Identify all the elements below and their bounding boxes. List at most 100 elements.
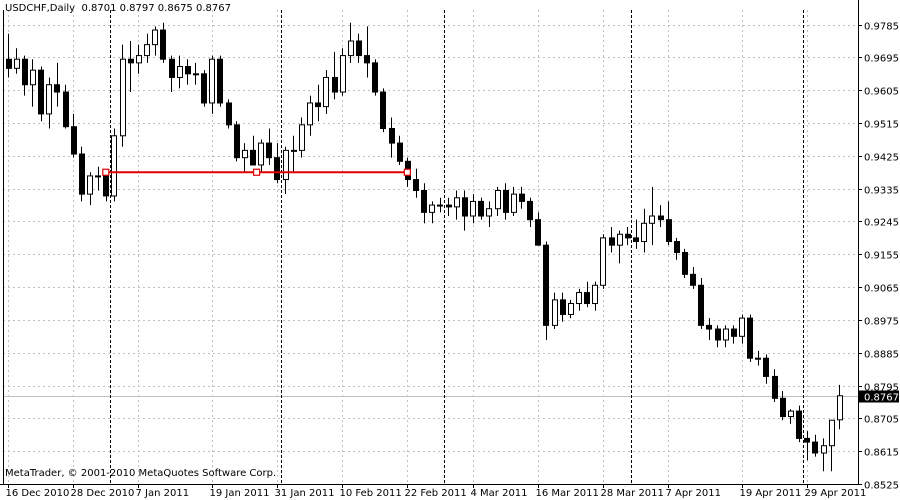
candle <box>258 139 264 173</box>
candle <box>584 281 590 308</box>
candle <box>592 281 598 311</box>
price-tick-label: 0.8975 <box>864 317 899 328</box>
candle-body-bull <box>323 76 329 108</box>
candle <box>315 84 321 122</box>
candle-body-bear <box>763 357 769 377</box>
trendline-anchor-handle <box>102 168 110 176</box>
candle <box>495 186 501 217</box>
candle <box>372 59 378 96</box>
candle <box>829 419 835 472</box>
candle-body-bull <box>821 445 827 454</box>
candle-body-bull <box>193 73 199 76</box>
candle-body-bull <box>95 175 101 178</box>
candle-body-bear <box>413 179 419 191</box>
candle-body-bear <box>690 273 696 286</box>
candle-body-bear <box>63 91 69 128</box>
candle-body-bear <box>584 292 590 305</box>
candle-body-bear <box>250 149 256 166</box>
copyright-label: MetaTrader, © 2001-2010 MetaQuotes Softw… <box>5 468 277 479</box>
candle-body-bear <box>560 299 566 315</box>
candle-body-bull <box>111 135 117 197</box>
candle <box>14 48 20 74</box>
candle <box>674 237 680 260</box>
price-tick-label: 0.9245 <box>864 218 899 229</box>
candle <box>682 248 688 278</box>
candle <box>413 168 419 198</box>
candle-body-bear <box>698 284 704 326</box>
candle <box>63 84 69 129</box>
candle-body-bull <box>568 303 574 315</box>
candle <box>79 146 85 202</box>
candle-body-bear <box>666 219 672 243</box>
price-tick-label: 0.9515 <box>864 120 899 131</box>
candle-body-bull <box>340 55 346 93</box>
candle-body-bull <box>429 204 435 213</box>
price-tick-label: 0.9695 <box>864 54 899 65</box>
candle-body-bear <box>217 58 223 104</box>
candle <box>169 55 175 93</box>
price-tick-label: 0.9785 <box>864 22 899 33</box>
time-scale[interactable]: 16 Dec 2010 28 Dec 2010 7 Jan 2011 19 Jan 2… <box>6 488 867 499</box>
candle-body-bull <box>600 237 606 286</box>
candle <box>291 135 297 173</box>
candle <box>780 391 786 421</box>
candle-body-bull <box>136 55 142 64</box>
candle <box>54 62 60 107</box>
candle <box>429 201 435 224</box>
candle <box>715 325 721 348</box>
trendline-anchor-handle <box>403 168 411 176</box>
candle-body-bull <box>283 149 289 181</box>
time-tick-label: 28 Dec 2010 <box>71 488 135 499</box>
candle <box>71 113 77 158</box>
time-tick-label: 29 Apr 2011 <box>805 488 867 499</box>
candle <box>478 197 484 220</box>
current-price-box <box>859 390 899 403</box>
time-tick-label: 19 Jan 2011 <box>210 488 270 499</box>
candle-body-bull <box>592 284 598 305</box>
candle <box>266 128 272 165</box>
candle-body-bull <box>46 84 52 115</box>
time-tick-label: 16 Mar 2011 <box>536 488 599 499</box>
candle <box>332 51 338 100</box>
candle-body-bear <box>609 237 615 246</box>
candle <box>755 350 761 366</box>
candle-body-bear <box>658 215 664 221</box>
candle <box>250 135 256 166</box>
candle-body-bear <box>421 189 427 213</box>
candle-body-bear <box>6 58 12 69</box>
candle-body-bull <box>14 58 20 69</box>
candle <box>454 190 460 220</box>
candle <box>690 267 696 289</box>
candle <box>821 438 827 472</box>
current-price-label: 0.8767 <box>864 393 899 404</box>
candle-body-bull <box>649 215 655 224</box>
ohlc-readout: 0.8701 0.8797 0.8675 0.8767 <box>81 3 231 14</box>
candle-body-bull <box>723 328 729 341</box>
candle-body-bear <box>234 124 240 159</box>
candle <box>698 277 704 330</box>
price-tick-label: 0.9065 <box>864 284 899 295</box>
candle-body-bull <box>788 410 794 418</box>
price-tick-label: 0.9335 <box>864 186 899 197</box>
candle-body-bull <box>486 208 492 217</box>
candle <box>226 99 232 129</box>
candle <box>763 354 769 384</box>
candle <box>576 288 582 311</box>
candle-body-bear <box>372 62 378 93</box>
trendline[interactable] <box>102 168 411 176</box>
candles <box>6 22 843 472</box>
candle-body-bull <box>299 124 305 151</box>
candle-body-bear <box>169 58 175 78</box>
candle-body-bear <box>364 55 370 64</box>
candle <box>796 405 802 443</box>
candle-body-bear <box>226 102 232 126</box>
candle <box>38 66 44 122</box>
time-tick-label: 10 Feb 2011 <box>340 488 402 499</box>
candle-body-bear <box>332 76 338 93</box>
price-scale[interactable]: 0.9785 0.9695 0.9605 0.9515 0.9425 0.9335 0.92… <box>864 22 899 492</box>
candle <box>380 88 386 133</box>
candle <box>209 55 215 114</box>
candle <box>185 59 191 85</box>
